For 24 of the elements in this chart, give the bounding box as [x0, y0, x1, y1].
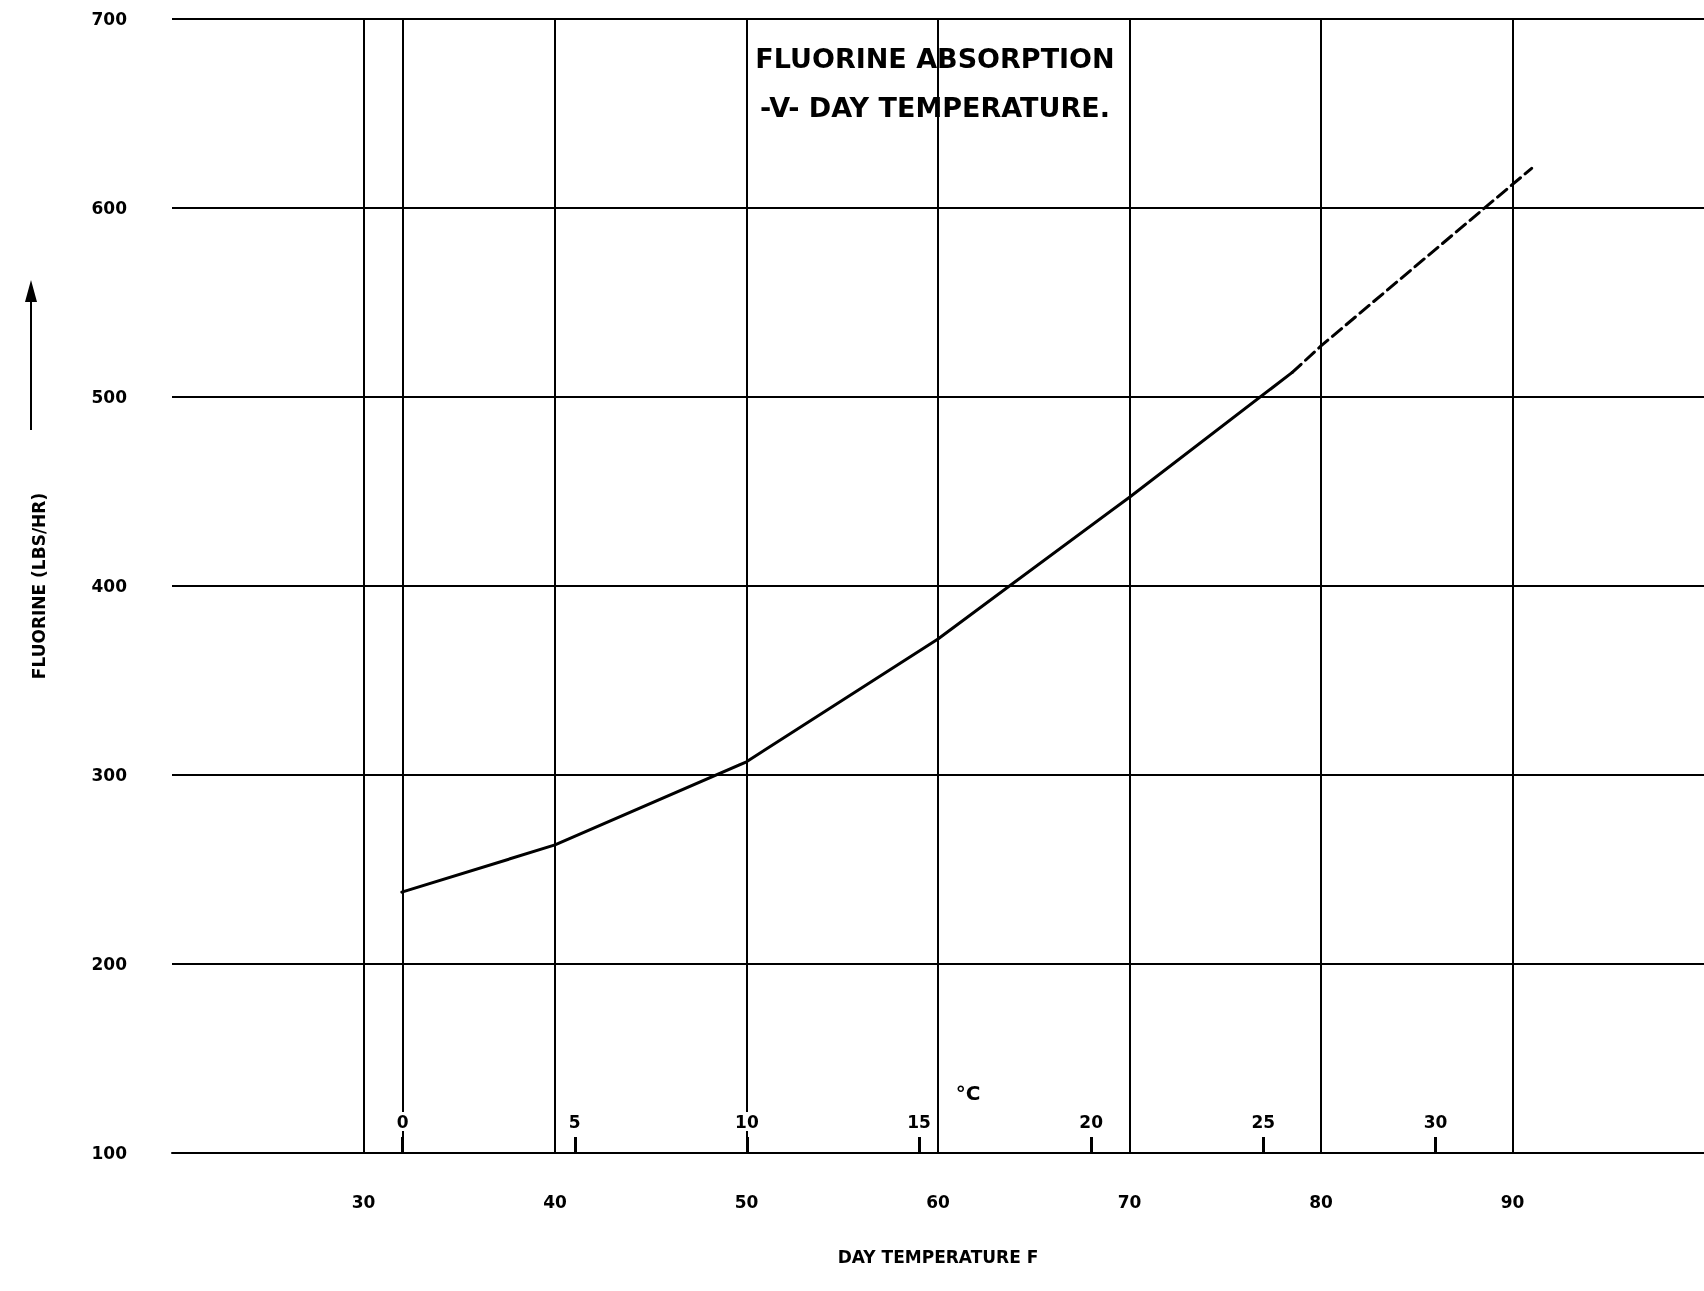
y-tick-label: 200 — [91, 954, 128, 974]
x2-tick-label: 15 — [907, 1111, 931, 1132]
y-tick-label: 300 — [91, 765, 128, 785]
x2-tick-label: 10 — [735, 1111, 759, 1132]
x2-tick-label: 0 — [396, 1111, 409, 1132]
y-tick-label: 600 — [91, 198, 128, 218]
x-tick-label: 50 — [734, 1191, 759, 1212]
x-tick-label: 30 — [351, 1191, 376, 1212]
y-tick-label: 500 — [91, 387, 128, 407]
y-tick-label: 100 — [91, 1143, 128, 1163]
x-tick-label: 60 — [926, 1191, 950, 1212]
x-axis-title: DAY TEMPERATURE F — [837, 1246, 1039, 1267]
x2-tick-label: 30 — [1423, 1111, 1448, 1132]
x2-axis-title: °C — [955, 1081, 981, 1105]
x-tick-label: 90 — [1500, 1191, 1525, 1212]
y-axis-title: FLUORINE (LBS/HR) — [28, 492, 49, 680]
x-tick-label: 70 — [1117, 1191, 1142, 1212]
y-tick-label: 400 — [91, 576, 128, 596]
x-tick-label: 80 — [1309, 1191, 1333, 1212]
x2-tick-label: 20 — [1079, 1111, 1104, 1132]
y-tick-label: 700 — [91, 9, 128, 29]
x2-tick-label: 5 — [568, 1111, 581, 1132]
x2-tick-label: 25 — [1251, 1111, 1276, 1132]
x-tick-label: 40 — [543, 1191, 567, 1212]
